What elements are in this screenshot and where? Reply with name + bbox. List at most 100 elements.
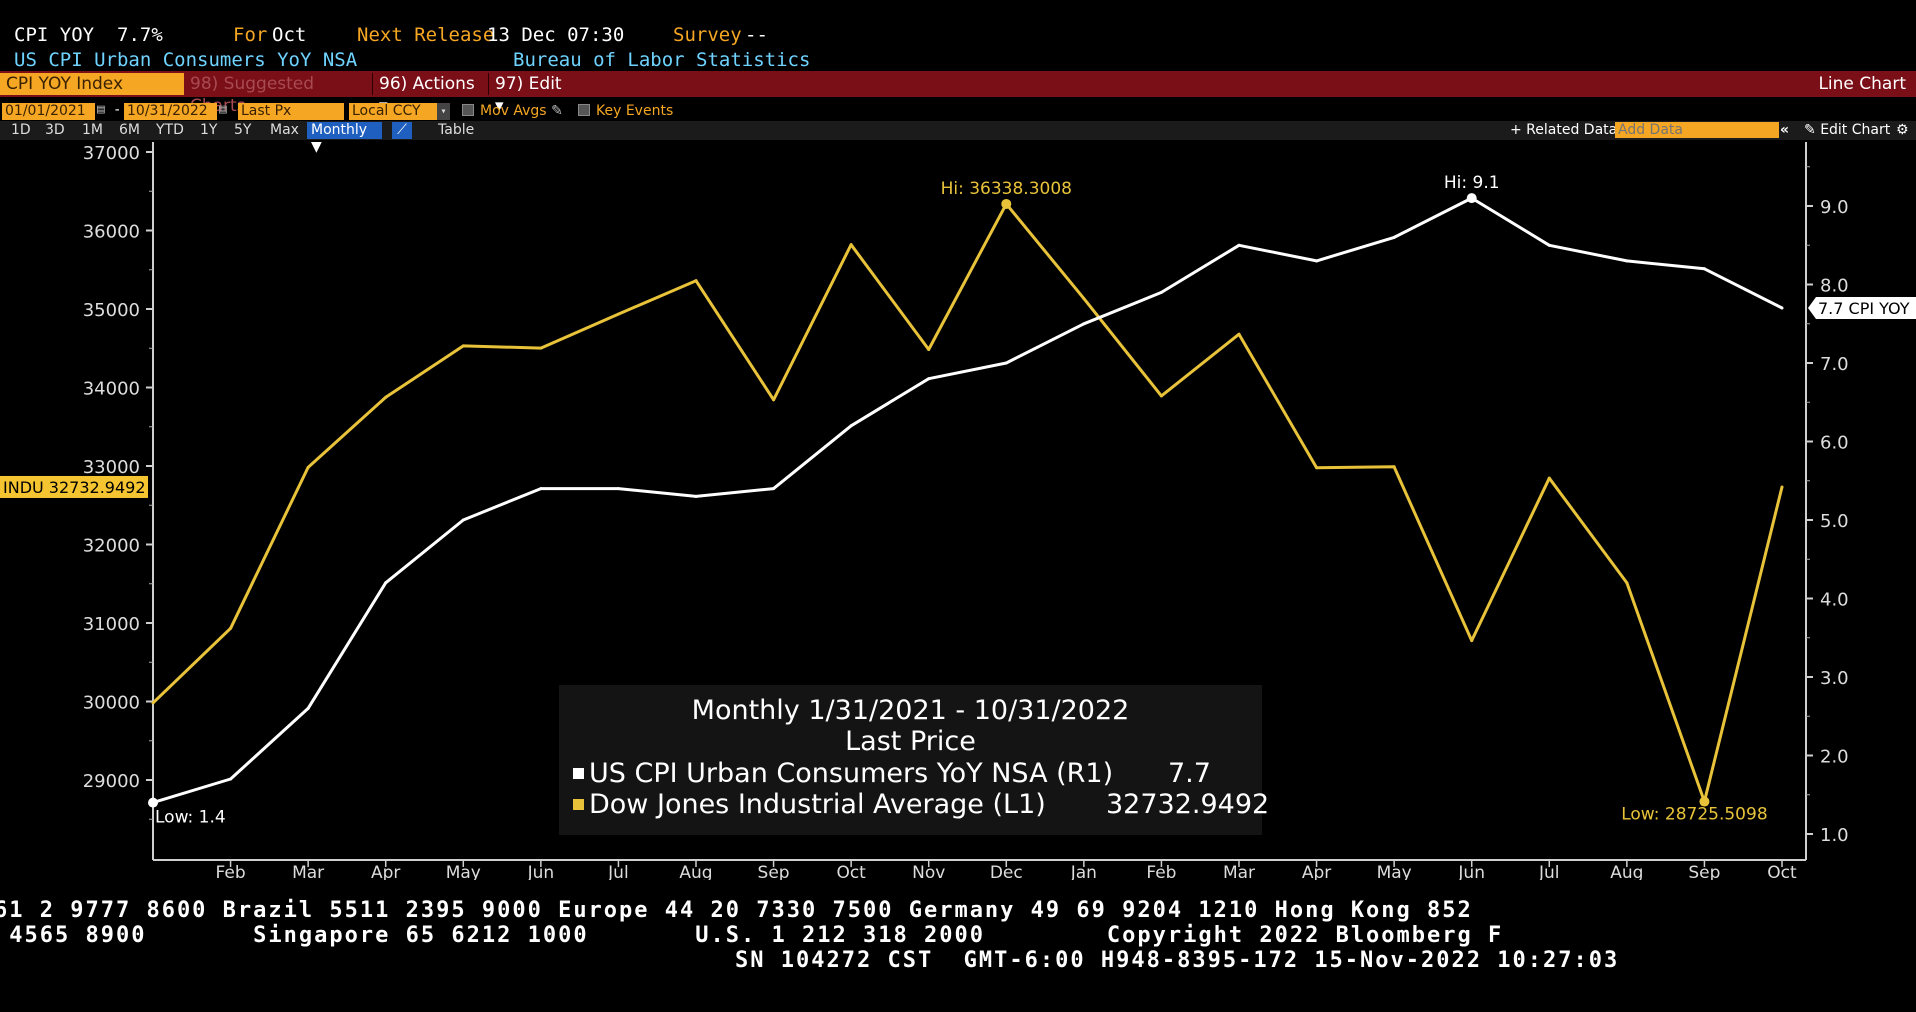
right-tick-label: 9.0 bbox=[1820, 197, 1849, 218]
cpi-point bbox=[1315, 259, 1319, 263]
date-separator: - bbox=[113, 102, 122, 118]
dow-point bbox=[1392, 465, 1396, 469]
dow-point bbox=[694, 279, 698, 283]
dow-point bbox=[151, 701, 155, 705]
dow-point bbox=[1547, 476, 1551, 480]
period-select[interactable]: Monthly ▼ bbox=[307, 122, 382, 155]
dow-point bbox=[1159, 394, 1163, 398]
range-1y[interactable]: 1Y bbox=[200, 122, 218, 138]
cpi-series-line bbox=[152, 196, 1783, 805]
gear-icon[interactable]: ⚙ bbox=[1896, 122, 1909, 138]
for-label: For bbox=[233, 24, 268, 46]
range-1m[interactable]: 1M bbox=[82, 122, 103, 138]
range-5y[interactable]: 5Y bbox=[234, 122, 252, 138]
legend-title: Monthly 1/31/2021 - 10/31/2022 bbox=[691, 695, 1130, 726]
dow-point bbox=[772, 398, 776, 402]
x-tick-label: Mar bbox=[292, 863, 324, 880]
edit-chart-label: Edit Chart bbox=[1820, 122, 1891, 138]
ticker-symbol: CPI YOY bbox=[14, 24, 95, 46]
legend-cpi-value: 7.7 bbox=[1168, 758, 1211, 789]
related-data-button[interactable]: + Related Data bbox=[1510, 122, 1618, 138]
calendar-icon[interactable]: ▤ bbox=[97, 102, 105, 117]
dow-point bbox=[1082, 297, 1086, 301]
cpi-high-marker bbox=[1466, 193, 1477, 204]
pencil-icon: ✎ bbox=[1804, 122, 1821, 138]
chevron-down-icon[interactable]: ▾ bbox=[437, 103, 450, 120]
range-toolbar bbox=[0, 121, 1916, 140]
calendar-icon[interactable]: ▤ bbox=[219, 102, 227, 117]
footer-session-line: SN 104272 CST GMT-6:00 H948-8395-172 15-… bbox=[735, 948, 1620, 973]
checkbox-icon[interactable] bbox=[462, 104, 474, 116]
x-tick-label: Mar bbox=[1223, 863, 1255, 880]
x-tick-label: Jun bbox=[1457, 863, 1485, 880]
cpi-point bbox=[229, 777, 233, 781]
collapse-icon[interactable]: « bbox=[1780, 122, 1790, 138]
cpi-point bbox=[461, 518, 465, 522]
x-tick-label: Sep bbox=[1688, 863, 1720, 880]
legend-subtitle: Last Price bbox=[845, 726, 976, 757]
cpi-point bbox=[772, 487, 776, 491]
right-tick-label: 5.0 bbox=[1820, 511, 1849, 532]
start-date-field[interactable]: 01/01/2021 bbox=[2, 103, 95, 120]
range-max[interactable]: Max bbox=[270, 122, 299, 138]
field-select[interactable]: Last Px bbox=[238, 103, 344, 120]
currency-select[interactable]: Local CCY bbox=[349, 103, 437, 120]
index-field[interactable]: CPI YOY Index bbox=[0, 73, 184, 95]
range-3d[interactable]: 3D bbox=[45, 122, 65, 138]
data-source: Bureau of Labor Statistics bbox=[513, 49, 811, 71]
dow-point bbox=[539, 346, 543, 350]
table-button[interactable]: Table bbox=[438, 122, 475, 138]
survey-value: -- bbox=[745, 24, 768, 46]
dow-low-marker bbox=[1699, 796, 1710, 807]
next-release-label: Next Release bbox=[357, 24, 495, 46]
right-tick-label: 8.0 bbox=[1820, 276, 1849, 297]
dow-point bbox=[1625, 581, 1629, 585]
cpi-point bbox=[616, 487, 620, 491]
cpi-point bbox=[694, 494, 698, 498]
ticker-value: 7.7% bbox=[117, 24, 163, 46]
cpi-point bbox=[849, 424, 853, 428]
legend-series-dow: Dow Jones Industrial Average (L1) bbox=[573, 789, 1046, 820]
checkbox-icon[interactable] bbox=[578, 104, 590, 116]
actions-menu[interactable]: 96) Actions ▾ bbox=[372, 73, 487, 116]
key-events-toggle[interactable]: Key Events bbox=[578, 103, 673, 119]
survey-label: Survey bbox=[673, 24, 742, 46]
dow-point bbox=[1780, 485, 1784, 489]
cpi-point bbox=[1082, 322, 1086, 326]
chart-type-label[interactable]: Line Chart bbox=[1818, 74, 1906, 94]
range-1d[interactable]: 1D bbox=[11, 122, 31, 138]
cpi-high-label: Hi: 9.1 bbox=[1444, 173, 1500, 193]
security-description: US CPI Urban Consumers YoY NSA bbox=[14, 49, 358, 71]
edit-chart-button[interactable]: ✎ Edit Chart bbox=[1804, 122, 1890, 139]
chart-legend: Monthly 1/31/2021 - 10/31/2022 Last Pric… bbox=[559, 685, 1269, 835]
cpi-point bbox=[1004, 361, 1008, 365]
cpi-point bbox=[1547, 243, 1551, 247]
left-tick-label: 35000 bbox=[83, 300, 140, 321]
left-tick-label: 30000 bbox=[83, 693, 140, 714]
range-6m[interactable]: 6M bbox=[119, 122, 140, 138]
cpi-point bbox=[1392, 235, 1396, 239]
suggested-charts-button[interactable]: 98) Suggested Charts bbox=[190, 74, 315, 116]
left-tick-label: 36000 bbox=[83, 222, 140, 243]
x-tick-label: Dec bbox=[990, 863, 1023, 880]
x-tick-label: Oct bbox=[836, 863, 866, 880]
footer-contact-line1: 61 2 9777 8600 Brazil 5511 2395 9000 Eur… bbox=[0, 898, 1473, 923]
edit-menu[interactable]: 97) Edit ▾ bbox=[488, 73, 573, 116]
add-data-input[interactable] bbox=[1615, 122, 1779, 138]
end-date-field[interactable]: 10/31/2022 bbox=[124, 103, 217, 120]
pencil-icon[interactable]: ✎ bbox=[551, 103, 563, 119]
range-ytd[interactable]: YTD bbox=[156, 122, 184, 138]
legend-dow-label: Dow Jones Industrial Average (L1) bbox=[589, 789, 1046, 820]
cpi-point bbox=[1702, 267, 1706, 271]
right-tick-label: 3.0 bbox=[1820, 668, 1849, 689]
dow-point bbox=[616, 312, 620, 316]
dow-last-value-label: INDU 32732.9492 bbox=[3, 478, 146, 497]
mov-avgs-toggle[interactable]: Mov Avgs ✎ bbox=[462, 103, 563, 119]
line-chart-icon[interactable]: ⟋ bbox=[392, 122, 412, 139]
legend-dow-value: 32732.9492 bbox=[1106, 789, 1270, 820]
dow-low-label: Low: 28725.5098 bbox=[1621, 805, 1767, 825]
x-tick-label: Feb bbox=[1146, 863, 1176, 880]
dow-high-label: Hi: 36338.3008 bbox=[941, 179, 1072, 199]
left-tick-label: 29000 bbox=[83, 771, 140, 792]
x-tick-label: Sep bbox=[758, 863, 790, 880]
